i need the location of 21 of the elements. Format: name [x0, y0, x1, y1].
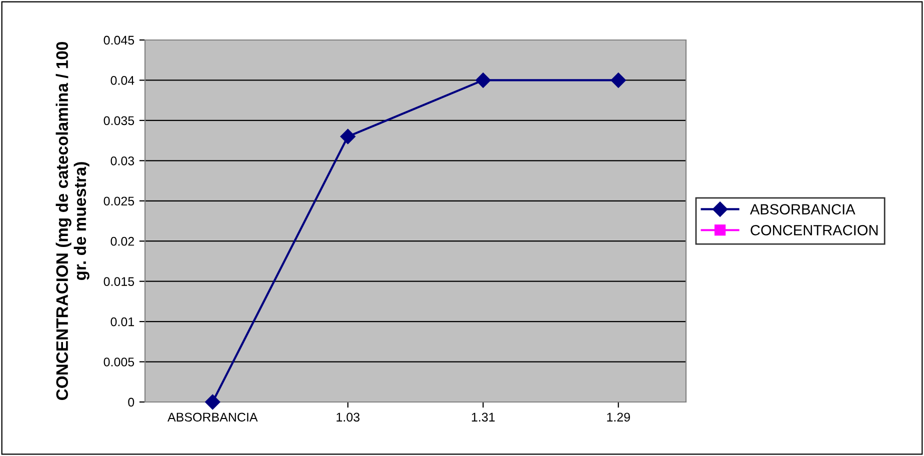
y-tick-label: 0 [128, 398, 134, 407]
y-tick-label: 0.01 [110, 317, 134, 326]
y-tick-label: 0.045 [104, 36, 134, 45]
x-tick-label: ABSORBANCIA [168, 412, 258, 422]
y-tick-label: 0.015 [104, 277, 134, 286]
point [610, 72, 626, 88]
y-tick-label: 0.02 [110, 236, 134, 246]
y-tick-label: 0.03 [110, 156, 134, 166]
y-tick-label: 0.035 [104, 116, 134, 126]
y-tick-label: 0.04 [110, 76, 134, 85]
x-tick-label: 1.03 [336, 412, 360, 422]
point [205, 394, 220, 410]
y-tick-label: 0.025 [104, 196, 134, 206]
y-tick-label: 0.005 [104, 358, 134, 366]
x-tick-label: 1.31 [472, 412, 495, 422]
legend-label: ABSORBANCIA [750, 204, 856, 214]
y-axis-title: CONCENTRACION (mg de catecolamina / 100 gr. de muestra) [56, 42, 90, 400]
legend-label: CONCENTRACION [750, 225, 878, 236]
point [340, 128, 356, 144]
point [476, 72, 491, 88]
x-tick-label: 1.29 [607, 412, 630, 422]
